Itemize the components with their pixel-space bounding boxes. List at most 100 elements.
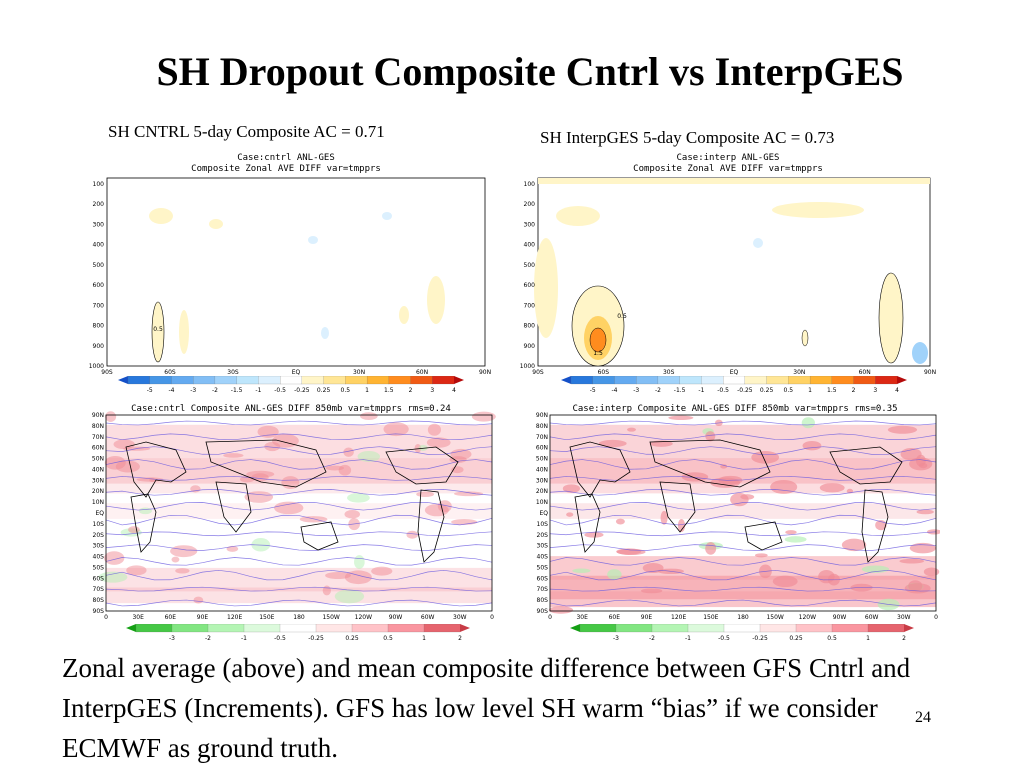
map-y-tick-label: 90N xyxy=(92,412,104,419)
map-x-tick-label: 150E xyxy=(259,614,274,621)
x-tick-label: 60N xyxy=(416,369,428,376)
map-y-tick-label: 70S xyxy=(537,586,549,593)
colorbar-end xyxy=(118,376,128,384)
colorbar-label: -2 xyxy=(649,635,655,642)
colorbar-label: 2 xyxy=(852,387,856,394)
colorbar-swatch xyxy=(149,376,172,385)
y-tick-label: 600 xyxy=(524,282,536,289)
zonal-right-header-2: Composite Zonal AVE DIFF var=tmpprs xyxy=(633,164,823,174)
map-x-tick-label: 150W xyxy=(766,614,783,621)
map-x-tick-label: 150E xyxy=(703,614,718,621)
colorbar-label: 0.25 xyxy=(345,635,359,642)
map-y-tick-label: 80S xyxy=(93,597,105,604)
colorbar-swatch xyxy=(171,376,194,385)
map-plot-interp: Case:interp Composite ANL-GES DIFF 850mb… xyxy=(530,402,940,624)
map-y-tick-label: 30N xyxy=(92,477,104,484)
contour-label: 1.5 xyxy=(593,350,603,357)
map-x-tick-label: 180 xyxy=(737,614,749,621)
colorbar-swatch xyxy=(679,376,702,385)
map-x-tick-label: 30W xyxy=(453,614,467,621)
slide-title: SH Dropout Composite Cntrl vs InterpGES xyxy=(156,49,904,94)
colorbar-label: -0.25 xyxy=(737,387,753,394)
colorbar-label: 0.5 xyxy=(383,635,393,642)
map-y-tick-label: 20N xyxy=(92,488,104,495)
colorbar-label: -1 xyxy=(241,635,247,642)
colorbar-swatch xyxy=(853,376,876,385)
y-tick-label: 200 xyxy=(524,201,536,208)
map-y-tick-label: 20N xyxy=(536,488,548,495)
map-x-tick-label: 90W xyxy=(833,614,847,621)
colorbar-end xyxy=(904,624,914,632)
map-x-tick-label: 120E xyxy=(227,614,242,621)
colorbar-label: 1 xyxy=(422,635,426,642)
map-y-tick-label: 70N xyxy=(536,434,548,441)
colorbar-swatch xyxy=(766,376,789,385)
y-tick-label: 1000 xyxy=(89,363,104,370)
map-y-tick-label: 10S xyxy=(93,521,105,528)
y-tick-label: 600 xyxy=(93,282,105,289)
colorbar-swatch xyxy=(636,376,659,385)
map-x-tick-label: 60E xyxy=(165,614,177,621)
map-y-tick-label: 80S xyxy=(537,597,549,604)
zonal-left-header-2: Composite Zonal AVE DIFF var=tmpprs xyxy=(191,164,381,174)
right-caption: SH InterpGES 5-day Composite AC = 0.73 xyxy=(540,128,835,147)
zonal-left-x-axis: 90S 60S 30S EQ 30N 60N 90N xyxy=(101,369,491,376)
colorbar-label: -0.5 xyxy=(274,387,286,394)
map-y-tick-label: 70S xyxy=(93,586,105,593)
map-y-tick-label: 80N xyxy=(92,423,104,430)
colorbar-swatch xyxy=(831,376,854,385)
map-x-tick-label: 120E xyxy=(671,614,686,621)
map-y-tick-label: 60S xyxy=(537,575,549,582)
map-x-tick-label: 0 xyxy=(490,614,494,621)
colorbar-swatch xyxy=(366,376,390,385)
colorbar-swatch xyxy=(127,376,151,385)
colorbar-swatch xyxy=(615,624,653,633)
colorbar-label: -1 xyxy=(685,635,691,642)
colorbar-swatch xyxy=(388,376,411,385)
colorbar-label: 2 xyxy=(409,387,413,394)
map-y-tick-label: 20S xyxy=(537,532,549,539)
map-y-tick-label: 10N xyxy=(92,499,104,506)
colorbar-label: 3 xyxy=(430,387,434,394)
colorbar-end xyxy=(454,376,464,384)
map-x-tick-label: 0 xyxy=(548,614,552,621)
y-tick-label: 700 xyxy=(524,302,536,309)
map-y-tick-label: 60S xyxy=(93,575,105,582)
map-x-tick-label: 120W xyxy=(355,614,372,621)
map-y-tick-label: 60N xyxy=(92,445,104,452)
map-x-tick-label: 30E xyxy=(576,614,588,621)
colorbar-label: 2 xyxy=(458,635,462,642)
y-tick-label: 100 xyxy=(93,181,105,188)
colorbar-label: -0.5 xyxy=(717,387,729,394)
map-left-header: Case:cntrl Composite ANL-GES DIFF 850mb … xyxy=(131,404,451,414)
y-tick-label: 500 xyxy=(524,262,536,269)
colorbar-swatch xyxy=(301,376,325,385)
colorbar-swatch xyxy=(831,624,869,633)
colorbar-label: 0.25 xyxy=(317,387,331,394)
x-tick-label: 30N xyxy=(793,369,805,376)
colorbar-swatch xyxy=(345,376,368,385)
colorbar-swatch xyxy=(207,624,245,633)
colorbar-label: -2 xyxy=(205,635,211,642)
x-tick-label: 90N xyxy=(924,369,936,376)
colorbar-swatch xyxy=(423,624,461,633)
colorbar-swatch xyxy=(258,376,281,385)
colorbar-swatch xyxy=(135,624,173,633)
map-x-tick-label: 90E xyxy=(197,614,209,621)
zonal-plot-interp: Case:interp ANL-GES Composite Zonal AVE … xyxy=(518,148,938,388)
colorbar-label: 0.25 xyxy=(789,635,803,642)
colorbar-label: -0.5 xyxy=(274,635,286,642)
colorbar-swatch xyxy=(236,376,259,385)
x-tick-label: 90N xyxy=(479,369,491,376)
map-x-tick-label: 30E xyxy=(132,614,144,621)
zonal-left-field xyxy=(106,177,486,367)
colorbar-label: 1 xyxy=(365,387,369,394)
colorbar-label: -1.5 xyxy=(231,387,243,394)
map-plot-cntrl: Case:cntrl Composite ANL-GES DIFF 850mb … xyxy=(86,402,496,624)
zonal-left-y-axis: 100 200 300 400 500 600 700 800 900 1000 xyxy=(89,181,104,370)
map-y-tick-label: 90S xyxy=(93,608,105,615)
map-y-tick-label: 40S xyxy=(93,554,105,561)
colorbar-end xyxy=(126,624,136,632)
x-tick-label: 60S xyxy=(598,369,610,376)
colorbar-end xyxy=(570,624,580,632)
